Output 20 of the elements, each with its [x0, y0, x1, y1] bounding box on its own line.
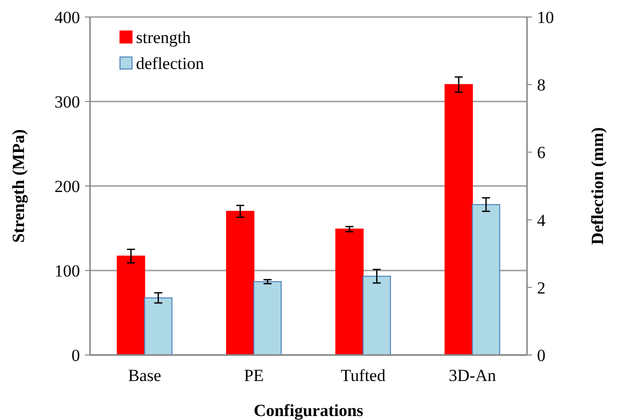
x-tick-label: PE [244, 366, 264, 385]
y2-tick-label: 10 [537, 8, 554, 27]
x-axis-title: Configurations [254, 401, 364, 420]
y2-tick-label: 2 [537, 278, 546, 298]
y-tick-label: 400 [54, 8, 80, 27]
y2-axis-title: Deflection (mm) [588, 127, 607, 245]
legend-label: deflection [136, 54, 204, 73]
y-axis-title: Strength (MPa) [9, 129, 28, 243]
x-tick-label: 3D-An [448, 366, 496, 385]
legend-label: strength [136, 28, 192, 47]
y-tick-label: 100 [54, 261, 80, 280]
y2-tick-label: 0 [537, 346, 546, 365]
y2-tick-label: 6 [537, 143, 546, 162]
y-tick-label: 300 [54, 92, 80, 112]
x-tick-label: Base [128, 366, 162, 385]
x-tick-label: Tufted [340, 366, 386, 385]
y2-tick-label: 4 [537, 210, 546, 230]
y-tick-label: 0 [72, 346, 80, 365]
y2-tick-label: 8 [537, 76, 546, 95]
y-tick-label: 200 [54, 176, 80, 196]
